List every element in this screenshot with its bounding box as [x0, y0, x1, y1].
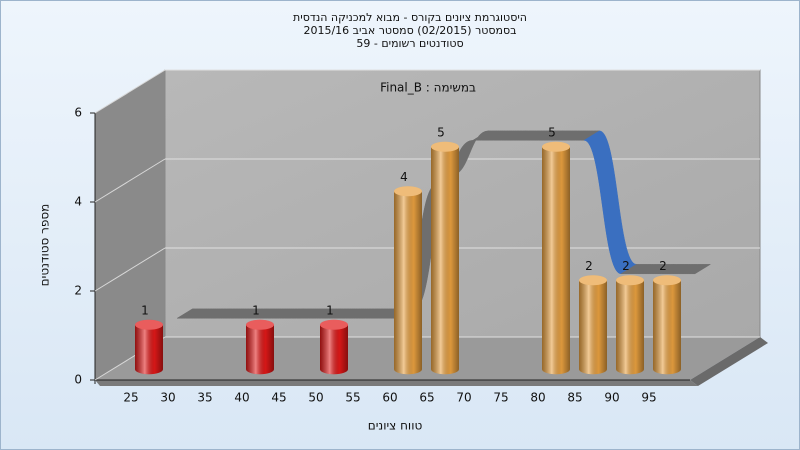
y-axis-title: מספר סטודנטים	[38, 204, 52, 287]
y-tick-label: 4	[74, 195, 82, 209]
bar	[135, 319, 163, 375]
left-wall	[95, 70, 165, 380]
value-label: 2	[585, 259, 593, 273]
chart-subtitle: Final_B : במשימה	[380, 81, 476, 95]
x-tick-label: 65	[419, 391, 434, 405]
bar	[246, 319, 275, 375]
floor-edge	[95, 380, 698, 386]
value-label: 1	[326, 303, 334, 317]
value-label: 1	[252, 303, 260, 317]
x-tick-label: 75	[493, 391, 508, 405]
x-tick-label: 25	[123, 391, 138, 405]
bar	[431, 141, 459, 375]
chart-title: היסטוגרמת ציונים בקורס - מבוא למכניקה הנ…	[293, 11, 527, 24]
grid-line	[94, 247, 166, 292]
x-tick-label: 40	[234, 391, 249, 405]
y-tick-label: 0	[74, 373, 82, 387]
trend-ribbon	[657, 264, 712, 275]
bar	[579, 275, 607, 375]
x-tick-label: 35	[197, 391, 212, 405]
value-label: 5	[437, 125, 445, 139]
bar	[394, 186, 422, 375]
x-tick-label: 90	[604, 391, 619, 405]
bar	[320, 319, 348, 375]
x-tick-label: 50	[308, 391, 323, 405]
bar	[616, 275, 644, 375]
x-tick-label: 60	[382, 391, 397, 405]
y-tick-label: 6	[74, 106, 82, 120]
grid-line	[94, 158, 166, 203]
x-tick-label: 45	[271, 391, 286, 405]
x-axis-title: טווח ציונים	[368, 419, 423, 433]
x-tick-label: 55	[345, 391, 360, 405]
x-tick-label: 95	[641, 391, 656, 405]
grid-line	[94, 69, 166, 114]
chart-title: סטודנטים רשומים - 59	[356, 37, 463, 50]
value-label: 1	[141, 303, 149, 317]
x-tick-label: 70	[456, 391, 471, 405]
value-label: 2	[659, 259, 667, 273]
value-label: 5	[548, 125, 556, 139]
x-tick-label: 85	[567, 391, 582, 405]
x-tick-label: 30	[160, 391, 175, 405]
bar	[542, 141, 570, 375]
x-tick-label: 80	[530, 391, 545, 405]
chart-title: בסמסטר (02/2015) סמסטר אביב 2015/16	[303, 24, 516, 37]
value-label: 2	[622, 259, 630, 273]
bar	[653, 275, 681, 375]
y-tick-label: 2	[74, 284, 82, 298]
value-label: 4	[400, 170, 408, 184]
floor-edge	[690, 337, 768, 386]
